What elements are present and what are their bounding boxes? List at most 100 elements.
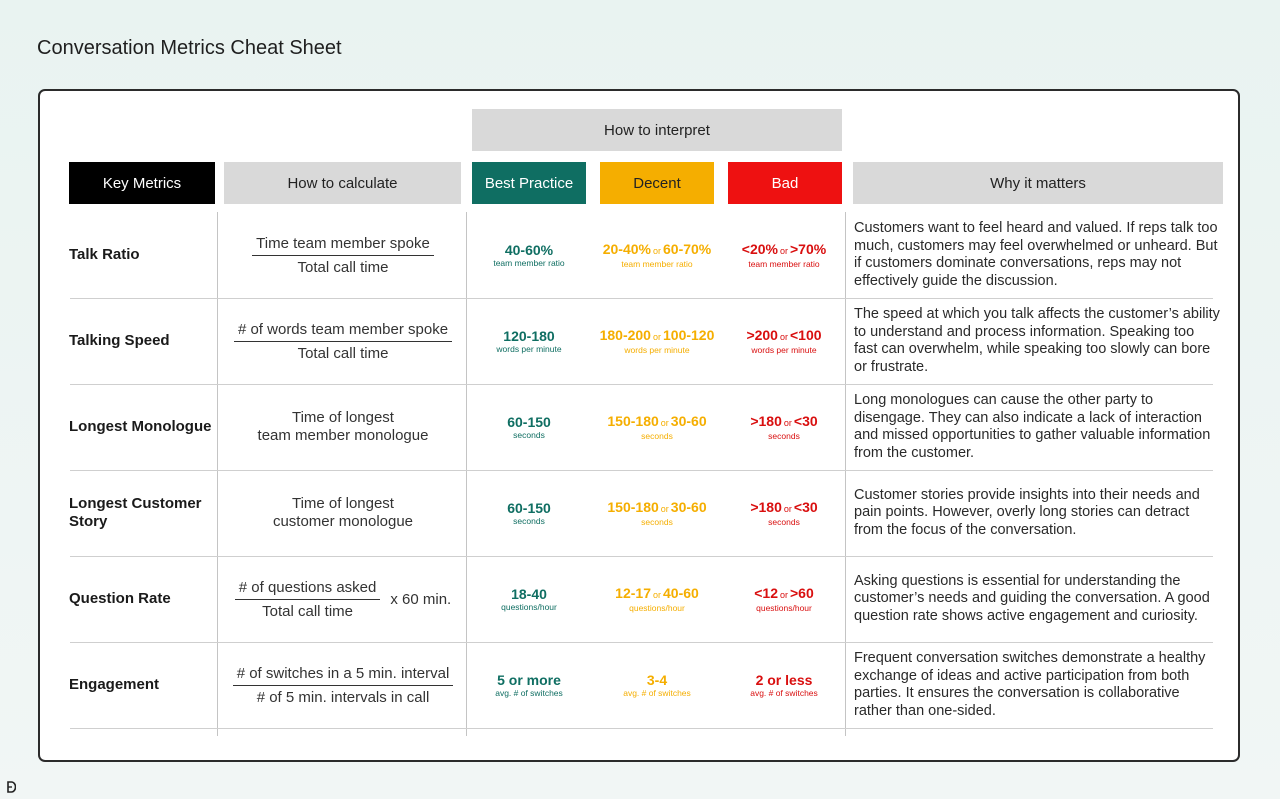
why-it-matters-text: The speed at which you talk affects the … xyxy=(854,306,1220,375)
fraction-denominator: Total call time xyxy=(262,602,353,620)
why-it-matters-text: Long monologues can cause the other part… xyxy=(854,392,1211,461)
fraction: Time team member spoke Total call time xyxy=(252,235,434,276)
decent-value-cell: 12-17 or 40-60 questions/hour xyxy=(593,556,721,642)
row-divider xyxy=(70,470,1213,471)
fraction: # of questions asked Total call time xyxy=(234,579,381,620)
bad-value: >200 or <100 xyxy=(746,327,821,345)
bad-value-cell: >200 or <100 words per minute xyxy=(720,298,848,384)
bad-range: >180 xyxy=(750,499,782,515)
best-value: 60-150 xyxy=(507,414,551,430)
row-divider xyxy=(70,556,1213,557)
metric-name: Question Rate xyxy=(69,590,171,607)
fraction-denominator: Total call time xyxy=(297,258,389,276)
row-divider xyxy=(70,642,1213,643)
calculation-line: Time of longest xyxy=(291,409,394,426)
best-unit: seconds xyxy=(513,430,545,440)
best-unit: team member ratio xyxy=(493,258,565,268)
decent-value-cell: 3-4 avg. # of switches xyxy=(593,642,721,728)
column-divider xyxy=(466,212,467,736)
decent-range: 3-4 xyxy=(646,672,668,688)
best-value: 18-40 xyxy=(511,586,547,602)
or-separator: or xyxy=(779,332,788,342)
decent-range-alt: 100-120 xyxy=(663,327,715,343)
header-bad: Bad xyxy=(728,162,842,204)
calculation-line: customer monologue xyxy=(272,513,414,530)
or-separator: or xyxy=(652,332,661,342)
best-value-cell: 5 or more avg. # of switches xyxy=(465,642,593,728)
bad-range-alt: <30 xyxy=(793,499,818,515)
calculation-line: team member monologue xyxy=(257,427,429,444)
decent-value: 12-17 or 40-60 xyxy=(615,585,699,603)
bad-value-cell: <12 or >60 questions/hour xyxy=(720,556,848,642)
row-divider xyxy=(70,298,1213,299)
best-unit: words per minute xyxy=(496,344,562,354)
best-unit: avg. # of switches xyxy=(495,688,563,698)
bad-unit: questions/hour xyxy=(756,603,812,613)
best-range: 60-150 xyxy=(507,500,551,516)
decent-value-cell: 150-180 or 30-60 seconds xyxy=(593,384,721,470)
metric-name: Talking Speed xyxy=(69,332,170,349)
bad-unit: seconds xyxy=(768,517,800,527)
fraction-numerator: Time team member spoke xyxy=(252,235,434,256)
decent-value: 20-40% or 60-70% xyxy=(603,241,712,259)
metric-name: Longest Monologue xyxy=(69,418,212,435)
header-how-to-calculate: How to calculate xyxy=(224,162,461,204)
column-divider xyxy=(217,212,218,736)
row-divider xyxy=(70,384,1213,385)
decent-range: 20-40% xyxy=(602,241,651,257)
header-decent: Decent xyxy=(600,162,714,204)
calculation-formula: Time of longest team member monologue xyxy=(219,384,467,470)
bad-value-cell: >180 or <30 seconds xyxy=(720,384,848,470)
or-separator: or xyxy=(660,418,669,428)
decent-range: 12-17 xyxy=(615,585,651,601)
bad-range-alt: <100 xyxy=(790,327,822,343)
decent-value: 3-4 xyxy=(647,672,667,688)
best-range: 40-60% xyxy=(504,242,554,258)
best-unit: questions/hour xyxy=(501,602,557,612)
or-separator: or xyxy=(779,246,788,256)
column-divider xyxy=(845,212,846,736)
or-separator: or xyxy=(652,590,661,600)
bad-range: <20% xyxy=(741,241,778,257)
bad-value: <12 or >60 xyxy=(754,585,814,603)
or-separator: or xyxy=(652,246,661,256)
or-separator: or xyxy=(660,504,669,514)
best-value: 60-150 xyxy=(507,500,551,516)
best-value: 120-180 xyxy=(503,328,554,344)
why-it-matters-text: Customers want to feel heard and valued.… xyxy=(854,220,1218,289)
decent-range-alt: 30-60 xyxy=(670,413,707,429)
brand-logo-icon xyxy=(7,781,16,793)
fraction-denominator: Total call time xyxy=(297,344,389,362)
bad-range-alt: >70% xyxy=(790,241,827,257)
best-range: 60-150 xyxy=(507,414,551,430)
best-range: 18-40 xyxy=(511,586,547,602)
metric-name: Talk Ratio xyxy=(69,246,140,263)
bad-value: 2 or less xyxy=(756,672,813,688)
calculation-formula: Time of longest customer monologue xyxy=(219,470,467,556)
calculation-formula: # of switches in a 5 min. interval # of … xyxy=(219,642,467,728)
best-unit: seconds xyxy=(513,516,545,526)
decent-unit: avg. # of switches xyxy=(623,688,691,698)
bad-range-alt: >60 xyxy=(790,585,814,601)
best-value-cell: 40-60% team member ratio xyxy=(465,212,593,298)
best-value-cell: 120-180 words per minute xyxy=(465,298,593,384)
or-separator: or xyxy=(779,590,788,600)
bad-value-cell: 2 or less avg. # of switches xyxy=(720,642,848,728)
header-best-practice: Best Practice xyxy=(472,162,586,204)
fraction-numerator: # of switches in a 5 min. interval xyxy=(232,665,454,686)
metric-name: Engagement xyxy=(69,676,160,693)
best-range: 120-180 xyxy=(503,328,555,344)
fraction: # of words team member spoke Total call … xyxy=(233,321,453,362)
why-it-matters-text: Frequent conversation switches demonstra… xyxy=(854,650,1206,719)
header-key-metrics: Key Metrics xyxy=(69,162,215,204)
fraction-denominator: # of 5 min. intervals in call xyxy=(256,688,430,706)
decent-unit: questions/hour xyxy=(629,603,685,613)
decent-unit: seconds xyxy=(641,517,673,527)
page-title: Conversation Metrics Cheat Sheet xyxy=(37,37,342,59)
decent-range: 150-180 xyxy=(607,499,659,515)
best-value: 40-60% xyxy=(505,242,553,258)
best-range: 5 or more xyxy=(497,672,561,688)
bad-range: >200 xyxy=(746,327,778,343)
best-value-cell: 60-150 seconds xyxy=(465,384,593,470)
calculation-text: Time of longest customer monologue xyxy=(273,495,413,531)
